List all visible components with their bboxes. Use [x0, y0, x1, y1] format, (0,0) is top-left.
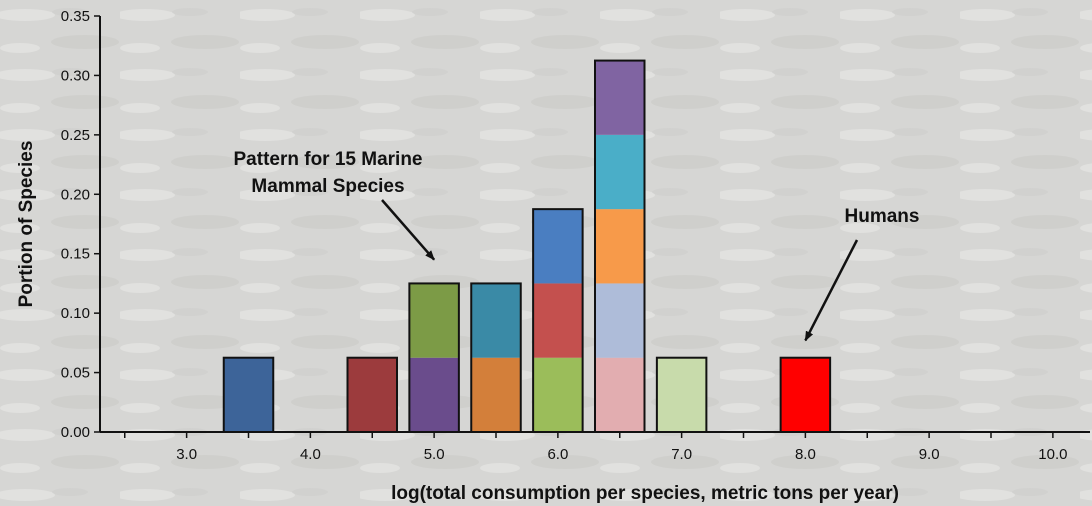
x-tick-label: 10.0 — [1038, 446, 1067, 463]
bar-3-segment-0 — [471, 357, 521, 432]
y-axis-title: Portion of Species — [16, 141, 37, 308]
x-tick-label: 7.0 — [671, 446, 692, 463]
y-tick-label: 0.05 — [61, 365, 90, 382]
bar-1 — [346, 356, 398, 434]
bar-0-segment-0 — [223, 357, 274, 432]
x-tick-label: 4.0 — [300, 446, 321, 463]
bar-4-segment-1 — [533, 283, 583, 358]
x-tick-label: 9.0 — [919, 446, 940, 463]
bar-6-segment-0 — [656, 357, 707, 432]
x-axis-title: log(total consumption per species, metri… — [391, 483, 899, 504]
annotation-0-line-0: Pattern for 15 Marine — [234, 149, 423, 170]
annotation-0-arrow — [381, 199, 436, 261]
axes-layer — [94, 15, 1090, 438]
bars-layer — [222, 59, 832, 434]
bar-6 — [655, 356, 708, 434]
bar-2 — [408, 282, 460, 433]
y-tick-label: 0.30 — [61, 67, 90, 84]
bar-5-segment-1 — [595, 283, 645, 358]
x-tick-label: 6.0 — [547, 446, 568, 463]
annotation-0: Pattern for 15 Marine Mammal Species — [234, 149, 436, 261]
y-tick-label: 0.35 — [61, 8, 90, 25]
bar-7 — [779, 356, 832, 434]
x-tick-label: 5.0 — [424, 446, 445, 463]
bar-2-segment-0 — [409, 357, 459, 432]
annotation-1-arrow — [804, 239, 859, 342]
bar-5-segment-4 — [595, 60, 645, 135]
annotation-0-line-1: Mammal Species — [251, 176, 404, 197]
bar-4-segment-2 — [533, 209, 583, 284]
bar-3 — [470, 282, 522, 433]
bar-4-segment-0 — [533, 357, 583, 432]
labels-layer: 0.00 0.05 0.10 0.15 0.20 0.25 0.30 0.35 3.0 4.0 5.… — [16, 8, 1067, 504]
annotations-layer: Pattern for 15 Marine Mammal Species Human… — [234, 149, 920, 342]
annotation-1-line-0: Humans — [845, 206, 920, 227]
bar-1-segment-0 — [347, 357, 397, 432]
bar-3-segment-1 — [471, 283, 521, 358]
bar-0 — [222, 356, 275, 434]
bar-7-segment-0 — [780, 357, 831, 432]
bar-5-segment-0 — [595, 357, 645, 432]
bar-5-segment-2 — [595, 209, 645, 284]
y-tick-label: 0.25 — [61, 127, 90, 144]
x-tick-label: 3.0 — [176, 446, 197, 463]
y-tick-label: 0.10 — [61, 305, 90, 322]
bar-5-segment-3 — [595, 134, 645, 210]
bar-5 — [594, 59, 646, 433]
y-tick-label: 0.20 — [61, 186, 90, 203]
y-tick-label: 0.00 — [61, 424, 90, 441]
bar-2-segment-1 — [409, 283, 459, 358]
y-tick-label: 0.15 — [61, 246, 90, 263]
bar-4 — [532, 208, 584, 433]
x-tick-label: 8.0 — [795, 446, 816, 463]
annotation-1: Humans — [804, 206, 920, 342]
